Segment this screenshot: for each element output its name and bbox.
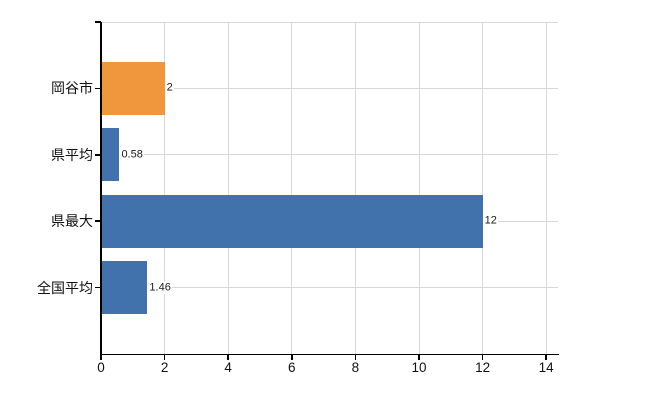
gridline-x-10 [418, 22, 420, 354]
x-tick [481, 355, 484, 360]
gridline-row [101, 154, 558, 156]
value-label: 1.46 [147, 281, 172, 295]
x-tick-label: 2 [160, 360, 169, 375]
bar-3 [101, 194, 483, 248]
gridline-x-8 [354, 22, 356, 354]
x-tick [354, 355, 357, 360]
x-tick [227, 355, 229, 360]
category-label: 岡谷市 [51, 80, 93, 97]
bar-2 [101, 128, 120, 182]
gridline-x-6 [291, 22, 293, 354]
gridline-row [101, 287, 558, 289]
x-tick [163, 355, 166, 360]
y-tick [95, 87, 101, 90]
y-tick [95, 154, 101, 156]
value-label: 2 [164, 81, 174, 95]
category-label: 県最大 [51, 213, 93, 230]
value-label: 0.58 [119, 148, 144, 162]
x-tick-label: 10 [411, 360, 427, 375]
x-tick-label: 0 [97, 360, 105, 375]
gridline-x-4 [227, 22, 229, 354]
x-tick-label: 14 [538, 360, 554, 375]
value-label: 12 [482, 214, 498, 228]
category-label: 全国平均 [37, 279, 93, 296]
x-tick [418, 355, 420, 360]
bar-4 [101, 261, 148, 315]
x-tick-label: 4 [224, 360, 232, 375]
x-tick [100, 355, 102, 360]
y-tick-top [95, 21, 101, 23]
gridline-top [101, 21, 558, 23]
gridline-x-2 [164, 22, 166, 354]
x-tick-label: 6 [288, 360, 296, 375]
y-axis-line [100, 22, 102, 354]
y-tick [95, 286, 101, 289]
category-label: 県平均 [51, 146, 93, 163]
gridline-x-12 [482, 22, 484, 354]
bar-1 [101, 61, 165, 115]
x-axis-line [100, 353, 559, 355]
x-tick-label: 12 [475, 360, 491, 375]
gridline-x-14 [545, 22, 547, 354]
x-tick-label: 8 [351, 360, 360, 375]
x-tick [291, 355, 293, 360]
y-tick [95, 220, 101, 222]
gridline-row [101, 87, 558, 89]
x-tick [545, 355, 547, 360]
